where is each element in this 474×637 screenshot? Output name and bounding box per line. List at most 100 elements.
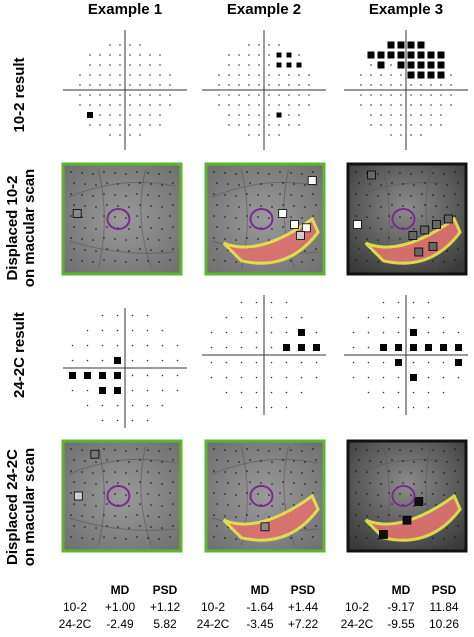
scan-point (235, 516, 237, 518)
test-point (285, 316, 288, 319)
test-point (109, 84, 111, 86)
test-point (367, 391, 370, 394)
test-point (129, 74, 131, 76)
test-point (255, 346, 258, 349)
test-point (390, 94, 392, 96)
scan-point (377, 217, 379, 219)
scan-point (147, 471, 149, 473)
test-point (119, 124, 121, 126)
scan-point (410, 494, 412, 496)
scan-marker (295, 231, 305, 240)
scan-point (238, 505, 240, 507)
test-point (238, 124, 240, 126)
scan-point (150, 183, 152, 185)
scan-point (271, 505, 273, 507)
scan-point (377, 472, 379, 474)
scan-point (136, 171, 138, 173)
scan-point (136, 470, 138, 472)
test-point (101, 359, 104, 362)
scan-point (443, 472, 445, 474)
test-point (225, 331, 228, 334)
scan-point (216, 248, 218, 250)
test-point (427, 361, 430, 364)
test-point (278, 124, 280, 126)
defect (114, 372, 121, 379)
scan-point (402, 460, 404, 462)
scan-point (136, 259, 138, 261)
test-point (240, 376, 243, 379)
scan-point (424, 503, 426, 505)
vessel (353, 458, 461, 475)
scan-point (301, 195, 303, 197)
test-point (109, 44, 111, 46)
scan-marker (260, 522, 270, 532)
scan-point (136, 492, 138, 494)
row-label: 24-2C result (11, 312, 28, 398)
test-point (370, 94, 372, 96)
scan-point (117, 205, 119, 207)
scan-point (128, 228, 130, 230)
scan-point (290, 449, 292, 451)
column-header: Example 2 (227, 1, 301, 18)
scan-point (369, 227, 371, 229)
test-point (255, 331, 258, 334)
scan-point (410, 173, 412, 175)
scan-point (246, 514, 248, 516)
scan-point (391, 481, 393, 483)
test-point (79, 74, 81, 76)
test-point (315, 376, 318, 379)
test-point (412, 406, 415, 409)
test-point (397, 406, 400, 409)
scan-point (457, 481, 459, 483)
fundus (204, 162, 326, 276)
scan-point (114, 238, 116, 240)
test-point (109, 104, 111, 106)
test-point (430, 104, 432, 106)
scan-point (249, 459, 251, 461)
scan-marker (290, 220, 299, 229)
scan-point (457, 248, 459, 250)
scan-point (73, 204, 75, 206)
scan-point (136, 237, 138, 239)
scan-point (410, 472, 412, 474)
test-point (298, 84, 300, 86)
test-point (210, 331, 213, 334)
test-point (382, 406, 385, 409)
test-point (139, 134, 141, 136)
scan-point (213, 470, 215, 472)
macular-scan (61, 162, 183, 276)
test-point (382, 316, 385, 319)
test-point (131, 359, 134, 362)
test-point (119, 74, 121, 76)
scan-point (282, 503, 284, 505)
test-point (268, 74, 270, 76)
scan-point (355, 470, 357, 472)
test-point (146, 344, 149, 347)
test-point (400, 84, 402, 86)
test-point (109, 54, 111, 56)
defect (296, 62, 302, 68)
test-point (161, 374, 164, 377)
scan-point (70, 536, 72, 538)
defect (440, 344, 447, 351)
scan-point (432, 471, 434, 473)
test-point (390, 64, 392, 66)
scan-point (70, 215, 72, 217)
test-point (410, 94, 412, 96)
scan-point (391, 459, 393, 461)
stat-header: MD (111, 583, 130, 597)
vessel (140, 446, 152, 546)
scan-point (380, 228, 382, 230)
scan-point (128, 250, 130, 252)
scan-point (388, 193, 390, 195)
test-point (270, 346, 273, 349)
test-point (159, 64, 161, 66)
test-point (225, 346, 228, 349)
scan-point (128, 184, 130, 186)
macular-scan (346, 162, 468, 276)
scan-point (92, 217, 94, 219)
scan-point (454, 470, 456, 472)
scan-point (279, 492, 281, 494)
test-point (238, 104, 240, 106)
scan-point (216, 226, 218, 228)
